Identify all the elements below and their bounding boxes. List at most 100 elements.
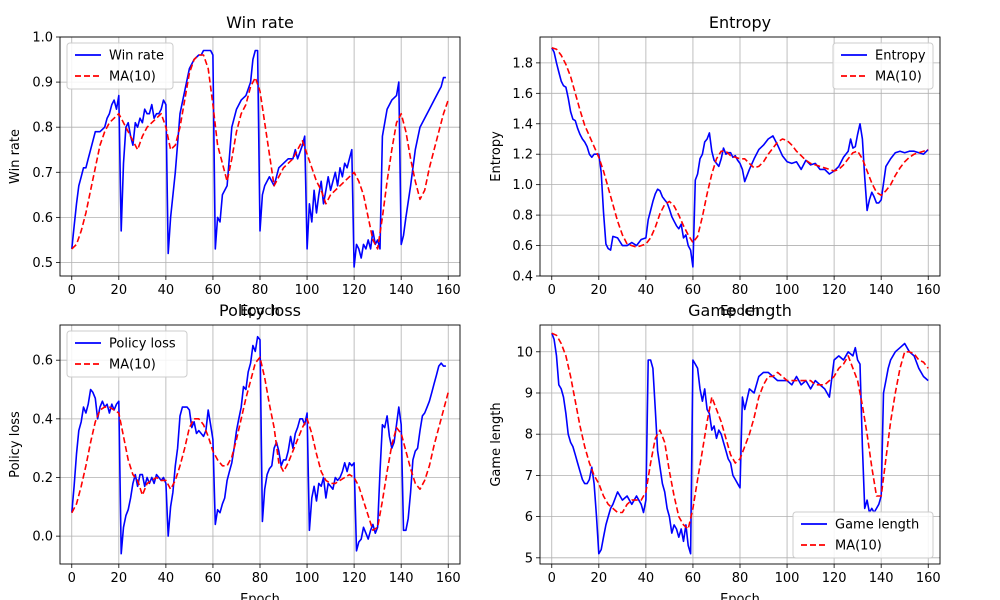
x-tick-label: 160: [916, 571, 941, 586]
y-tick-label: 0.9: [32, 76, 53, 91]
x-tick-label: 100: [295, 571, 320, 586]
y-tick-label: 1.2: [512, 148, 533, 163]
y-tick-label: 0.0: [32, 530, 53, 545]
y-tick-label: 0.6: [512, 239, 533, 254]
x-tick-label: 60: [205, 283, 222, 298]
y-tick-label: 0.8: [32, 121, 53, 136]
y-tick-label: 8: [525, 428, 533, 443]
y-tick-label: 0.4: [32, 412, 53, 427]
x-tick-label: 0: [548, 283, 556, 298]
x-tick-label: 140: [389, 283, 414, 298]
x-tick-label: 80: [252, 571, 269, 586]
subplot-2: 0 20 40 60 80 100 120 140 160 0.4 0.6 0.8 1.0 1.2 1.4 1…: [489, 13, 941, 319]
x-tick-label: 120: [342, 283, 367, 298]
legend-label: MA(10): [109, 358, 156, 373]
x-tick-label: 60: [205, 571, 222, 586]
legend: Game length MA(10): [792, 511, 934, 559]
y-tick-label: 0.7: [32, 166, 53, 181]
x-tick-label: 80: [252, 283, 269, 298]
legend: Policy loss MA(10): [66, 330, 188, 378]
y-tick-label: 5: [525, 551, 533, 566]
legend-label: MA(10): [875, 70, 922, 85]
x-tick-label: 160: [436, 283, 461, 298]
x-tick-label: 20: [111, 283, 128, 298]
y-tick-label: 1.4: [512, 117, 533, 132]
y-tick-label: 6: [525, 510, 533, 525]
x-tick-label: 80: [732, 283, 749, 298]
x-tick-label: 0: [548, 571, 556, 586]
y-tick-label: 7: [525, 469, 533, 484]
x-tick-label: 40: [638, 283, 655, 298]
x-tick-label: 20: [591, 571, 608, 586]
x-axis-label: Epoch: [240, 592, 280, 600]
x-tick-label: 80: [732, 571, 749, 586]
legend: Win rate MA(10): [66, 42, 174, 90]
series-line-ma-10-: [551, 332, 929, 530]
subplot-3: 0 20 40 60 80 100 120 140 160 0.0 0.2 0.4 0.6 Policy …: [8, 301, 461, 600]
series-line-ma-10-: [71, 356, 449, 532]
y-tick-label: 1.0: [32, 31, 53, 46]
series-group: [71, 335, 449, 555]
x-tick-label: 120: [342, 571, 367, 586]
y-axis-label: Win rate: [8, 129, 23, 184]
legend-label: Entropy: [875, 49, 926, 64]
y-tick-label: 0.8: [512, 209, 533, 224]
x-tick-label: 0: [68, 283, 76, 298]
chart-title: Game length: [688, 301, 792, 320]
series-line-policy-loss: [71, 335, 446, 555]
legend-box: [792, 511, 934, 559]
x-axis-label: Epoch: [720, 304, 760, 319]
series-group: [71, 49, 449, 268]
y-axis-label: Entropy: [489, 131, 504, 182]
x-axis-label: Epoch: [240, 304, 280, 319]
x-tick-label: 140: [389, 571, 414, 586]
x-tick-label: 140: [869, 571, 894, 586]
y-tick-label: 1.0: [512, 178, 533, 193]
x-tick-label: 100: [295, 283, 320, 298]
y-tick-label: 1.6: [512, 87, 533, 102]
x-tick-label: 20: [591, 283, 608, 298]
x-tick-label: 160: [436, 571, 461, 586]
x-tick-label: 20: [111, 571, 128, 586]
legend: Entropy MA(10): [832, 42, 934, 90]
chart-title: Policy loss: [219, 301, 301, 320]
series-line-ma-10-: [71, 54, 449, 250]
x-tick-label: 120: [822, 283, 847, 298]
legend-label: MA(10): [835, 539, 882, 554]
legend-label: Policy loss: [109, 337, 176, 352]
x-axis-label: Epoch: [720, 592, 760, 600]
y-axis-label: Policy loss: [8, 411, 23, 478]
y-tick-label: 0.6: [32, 211, 53, 226]
chart-title: Entropy: [709, 13, 771, 32]
y-axis-label: Game length: [489, 402, 504, 486]
x-tick-label: 100: [775, 283, 800, 298]
chart-title: Win rate: [226, 13, 294, 32]
x-tick-label: 60: [685, 571, 702, 586]
x-tick-label: 100: [775, 571, 800, 586]
series-group: [551, 46, 929, 268]
y-tick-label: 0.2: [32, 471, 53, 486]
series-line-game-length: [551, 332, 929, 555]
y-tick-label: 10: [516, 345, 533, 360]
y-tick-label: 0.6: [32, 354, 53, 369]
y-tick-label: 0.4: [512, 270, 533, 285]
y-tick-label: 9: [525, 386, 533, 401]
x-tick-label: 60: [685, 283, 702, 298]
x-tick-label: 120: [822, 571, 847, 586]
x-tick-label: 40: [158, 571, 175, 586]
legend-label: MA(10): [109, 70, 156, 85]
x-tick-label: 40: [158, 283, 175, 298]
x-tick-label: 0: [68, 571, 76, 586]
x-tick-label: 160: [916, 283, 941, 298]
legend-label: Game length: [835, 518, 919, 533]
x-tick-label: 140: [869, 283, 894, 298]
series-line-win-rate: [71, 49, 446, 268]
x-tick-label: 40: [638, 571, 655, 586]
y-tick-label: 0.5: [32, 256, 53, 271]
y-tick-label: 1.8: [512, 56, 533, 71]
series-line-ma-10-: [551, 46, 929, 248]
series-group: [551, 332, 929, 555]
